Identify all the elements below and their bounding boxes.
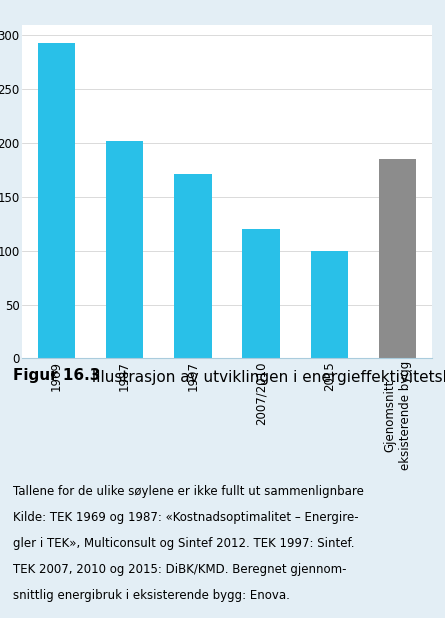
Text: gler i TEK», Multiconsult og Sintef 2012. TEK 1997: Sintef.: gler i TEK», Multiconsult og Sintef 2012… <box>13 537 355 550</box>
Bar <box>311 251 348 358</box>
Text: Illustrasjon av utviklingen i energieffektivitetskrav til småhus i kWh/m²/år, 19: Illustrasjon av utviklingen i energieffe… <box>82 368 445 385</box>
Text: snittlig energibruk i eksisterende bygg: Enova.: snittlig energibruk i eksisterende bygg:… <box>13 589 290 602</box>
Text: TEK 2007, 2010 og 2015: DiBK/KMD. Beregnet gjennom-: TEK 2007, 2010 og 2015: DiBK/KMD. Beregn… <box>13 563 347 576</box>
Bar <box>106 141 143 358</box>
Text: Figur 16.3: Figur 16.3 <box>13 368 101 383</box>
Bar <box>174 174 212 358</box>
Text: Kilde: TEK 1969 og 1987: «Kostnadsoptimalitet – Energire-: Kilde: TEK 1969 og 1987: «Kostnadsoptima… <box>13 511 359 524</box>
Bar <box>243 229 280 358</box>
Bar <box>37 43 75 358</box>
Text: Tallene for de ulike søylene er ikke fullt ut sammenlignbare: Tallene for de ulike søylene er ikke ful… <box>13 485 364 498</box>
Bar <box>379 159 417 358</box>
